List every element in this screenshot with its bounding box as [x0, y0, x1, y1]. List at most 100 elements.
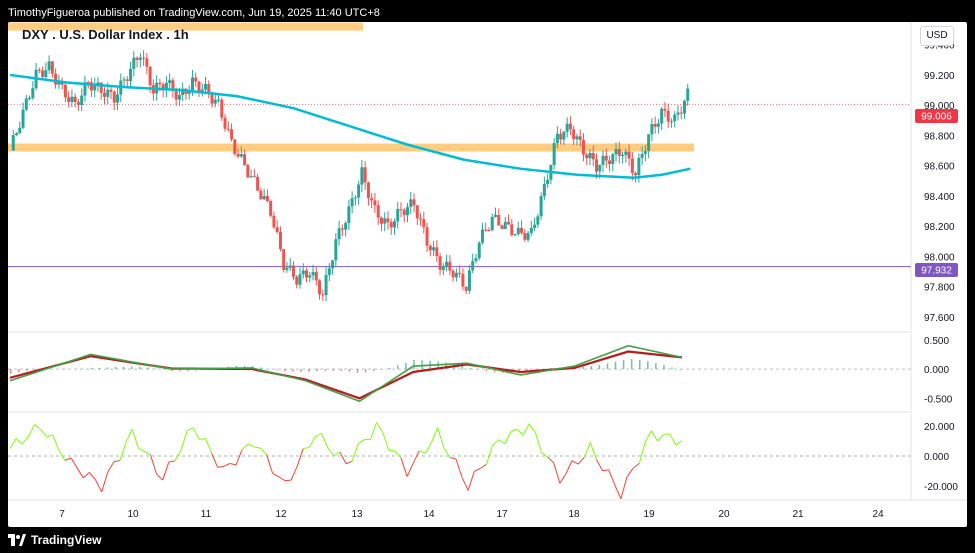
candle-body [552, 143, 556, 166]
candle-body [591, 152, 595, 160]
candle-body [656, 123, 660, 127]
oscillator-segment [290, 466, 298, 481]
time-axis: 7 10 11 12 13 14 17 18 19 20 21 24 [59, 509, 884, 520]
oscillator-segment [303, 446, 310, 450]
macd-histogram-bar [316, 369, 318, 372]
candle-body [484, 229, 488, 231]
candle-body [467, 270, 471, 291]
candle-body [112, 91, 116, 103]
last-price-badge: 99.006 [915, 109, 958, 123]
candle-body [24, 98, 28, 110]
candle-body [568, 123, 572, 130]
candle-body [116, 94, 120, 103]
oscillator-segment [70, 457, 78, 469]
chart-area[interactable]: DXY . U.S. Dollar Index . 1h USD 99.400 9… [8, 22, 967, 527]
candle-body [194, 77, 198, 82]
candle-body [363, 167, 367, 183]
candle-body [15, 133, 19, 136]
candle-body [559, 133, 563, 140]
price-axis: 99.400 99.200 99.000 98.800 98.600 98.400 98.2… [924, 41, 955, 324]
price-tick-label: 98.200 [924, 222, 955, 233]
candle-body [542, 183, 546, 197]
candle-body [565, 123, 569, 132]
candle-body [383, 218, 387, 224]
candle-body [135, 57, 139, 60]
oscillator-segment [192, 427, 200, 440]
candle-body [392, 221, 396, 228]
oscillator-segment [516, 428, 524, 436]
chart-svg[interactable]: 99.400 99.200 99.000 98.800 98.600 98.400 98.2… [8, 22, 967, 527]
candle-body [301, 270, 305, 275]
candle-body [295, 276, 299, 285]
candle-body [419, 218, 423, 220]
oscillator-segment [131, 428, 139, 449]
candle-body [523, 232, 527, 240]
candle-body [653, 124, 657, 127]
macd-histogram-bar [485, 369, 488, 372]
macd-histogram-bar [582, 366, 585, 370]
macd-histogram-bar [284, 369, 286, 372]
oscillator-segment [76, 467, 84, 479]
candle-body [500, 225, 504, 230]
currency-button[interactable]: USD [920, 26, 954, 46]
candle-body [217, 99, 221, 101]
macd-histogram-bar [139, 366, 141, 370]
candle-body [669, 121, 673, 123]
candle-body [177, 95, 181, 100]
oscillator-segment [638, 441, 646, 464]
macd-tick-label: 0.000 [924, 365, 949, 376]
candle-body [458, 272, 462, 274]
time-tick-label: 24 [872, 509, 884, 520]
oscillator-segment [620, 476, 628, 499]
candle-body [350, 198, 354, 207]
oscillator-segment [657, 433, 665, 442]
candle-body [168, 80, 172, 83]
candle-body [604, 155, 608, 161]
candle-body [31, 88, 35, 99]
candle-body [145, 58, 149, 67]
candle-body [305, 270, 309, 278]
candle-body [44, 70, 48, 77]
candle-body [223, 117, 227, 129]
time-tick-label: 13 [351, 509, 363, 520]
macd-histogram-bar [195, 369, 197, 371]
macd-histogram-bar [147, 367, 149, 370]
time-tick-label: 17 [496, 509, 508, 520]
price-tick-label: 98.400 [924, 192, 955, 203]
last-price-label: 99.006 [921, 112, 952, 123]
macd-pane [8, 344, 911, 403]
candle-body [516, 227, 520, 235]
time-tick-label: 11 [201, 509, 212, 520]
candle-body [99, 82, 103, 93]
candle-body [575, 136, 579, 140]
candle-body [448, 261, 452, 271]
oscillator-segment [528, 423, 536, 433]
candle-body [18, 127, 22, 134]
candle-body [174, 91, 178, 100]
candle-body [171, 80, 175, 92]
price-tick-label: 98.600 [924, 162, 955, 173]
candle-body [441, 266, 445, 270]
candle-body [507, 221, 511, 225]
macd-histogram-bar [324, 369, 326, 371]
candle-body [555, 133, 559, 144]
oscillator-segment [266, 454, 274, 474]
oscillator-segment [150, 454, 158, 475]
candle-body [288, 265, 292, 268]
oscillator-segment [144, 450, 151, 456]
candle-body [161, 84, 165, 91]
macd-histogram-bar [655, 363, 657, 370]
candle-body [581, 139, 585, 155]
candle-body [621, 155, 625, 157]
macd-axis: 0.500 0.000 -0.500 [924, 336, 953, 405]
price-tick-label: 98.000 [924, 252, 955, 263]
candle-body [60, 82, 64, 85]
candle-body [291, 265, 295, 277]
candle-body [347, 206, 351, 224]
macd-histogram-bar [477, 369, 480, 370]
oscillator-segment [254, 446, 261, 449]
oscillator-segment [412, 450, 420, 464]
candle-body [197, 81, 201, 92]
macd-histogram-bar [171, 369, 173, 371]
candle-body [588, 152, 592, 159]
